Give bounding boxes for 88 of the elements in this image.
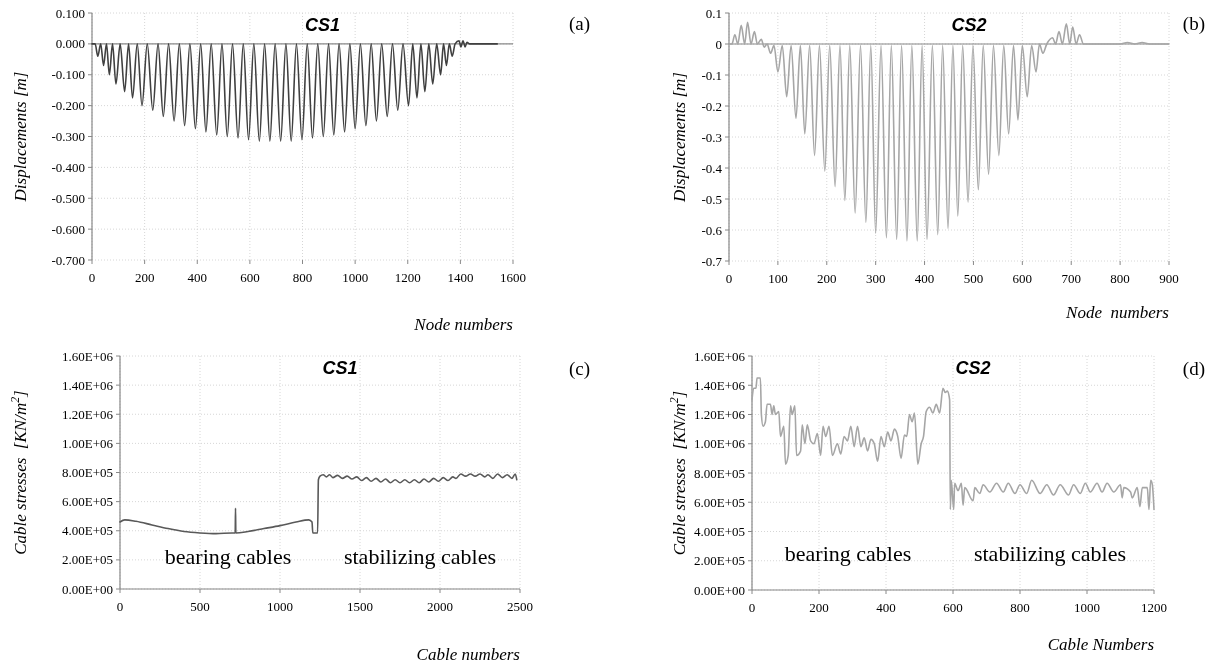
y-tick-label: 1.00E+06 [61,435,114,451]
text: (a) [568,13,590,35]
y-tick-label: -0.600 [51,221,85,237]
y-tick-label: -0.2 [701,98,722,114]
annotation: bearing cables [164,543,292,569]
x-tick-label: 800 [292,270,313,285]
line-series [91,39,499,142]
x-axis-title: Node numbers [413,315,514,334]
y-tick-label: -0.4 [701,160,723,176]
x-axis-title: Cable numbers [416,645,521,664]
x-tick-label: 500 [190,599,210,614]
x-tick-label: 900 [1159,271,1179,286]
y-tick-label: 1.60E+06 [693,348,746,364]
x-tick-label: 1600 [500,270,526,285]
y-tick-label: -0.700 [51,252,85,268]
x-tick-label: 400 [876,600,896,615]
x-axis-title: Cable Numbers [1047,635,1155,654]
x-tick-label: 1200 [394,270,421,285]
y-tick-label: 0 [715,36,722,52]
x-tick-label: 400 [187,270,207,285]
x-tick-label: 800 [1110,271,1130,286]
x-tick-label: 1000 [342,270,369,285]
chart-title: CS2 [951,15,987,35]
x-tick-label: 1500 [347,599,373,614]
y-tick-label: 0.00E+00 [61,581,113,597]
y-tick-label: 1.00E+06 [693,436,746,452]
y-tick-label: 1.20E+06 [693,407,746,423]
y-tick-label: 6.00E+05 [61,494,113,510]
text: (d) [1182,358,1205,380]
x-tick-label: 0 [116,599,124,614]
x-tick-label: 1400 [447,270,474,285]
x-tick-label: 600 [1012,271,1033,286]
y-tick-label: 0.000 [55,36,85,52]
y-axis-title: Displacements [m] [670,72,689,203]
x-tick-label: 600 [240,270,260,285]
annotation: stabilizing cables [973,540,1127,566]
y-tick-label: -0.1 [701,67,722,83]
y-tick-label: 8.00E+05 [693,465,745,481]
y-tick-label: 1.60E+06 [61,348,114,364]
y-tick-label: 1.40E+06 [61,377,114,393]
x-axis-title: Node numbers [1065,303,1170,322]
chart-title: CS1 [304,15,341,35]
text: (c) [568,358,590,380]
text: (b) [1182,13,1205,35]
y-tick-label: 4.00E+05 [693,524,745,540]
y-tick-label: -0.100 [51,67,85,83]
y-tick-label: 2.00E+05 [693,553,745,569]
y-tick-label: 0.00E+00 [693,582,745,598]
y-tick-label: 6.00E+05 [693,494,745,510]
y-tick-label: -0.400 [51,159,85,175]
x-tick-label: 0 [725,271,733,286]
x-tick-label: 200 [134,270,155,285]
chart-title: CS1 [322,358,358,378]
x-tick-label: 300 [865,271,886,286]
annotation: bearing cables [784,540,912,566]
chart-title: CS2 [955,358,991,378]
y-tick-label: 1.20E+06 [61,406,114,422]
x-tick-label: 1200 [1141,600,1167,615]
line-series [751,377,1155,511]
y-tick-label: -0.7 [701,253,723,269]
x-tick-label: 800 [1010,600,1030,615]
x-tick-label: 2500 [507,599,533,614]
y-tick-label: -0.3 [701,129,722,145]
x-tick-label: 1000 [267,599,293,614]
y-tick-label: 0.1 [705,5,722,21]
y-tick-label: 1.40E+06 [693,377,746,393]
x-tick-label: 2000 [427,599,453,614]
x-tick-label: 600 [943,600,963,615]
x-tick-label: 400 [914,271,935,286]
y-tick-label: -0.200 [51,98,85,114]
y-tick-label: -0.6 [701,222,723,238]
y-tick-label: 2.00E+05 [61,552,113,568]
x-tick-label: 200 [809,600,829,615]
y-tick-label: 0.100 [55,5,85,21]
line-series [119,473,518,535]
y-tick-label: -0.5 [701,191,722,207]
annotation: stabilizing cables [343,543,497,569]
y-axis-title: Displacements [m] [11,71,30,203]
y-tick-label: 8.00E+05 [61,465,113,481]
x-tick-label: 700 [1061,271,1081,286]
x-tick-label: 100 [768,271,788,286]
y-tick-label: 4.00E+05 [61,523,113,539]
x-tick-label: 500 [963,271,984,286]
y-tick-label: -0.300 [51,129,85,145]
x-tick-label: 1000 [1074,600,1100,615]
x-tick-label: 200 [817,271,837,286]
y-tick-label: -0.500 [51,190,85,206]
x-tick-label: 0 [748,600,756,615]
